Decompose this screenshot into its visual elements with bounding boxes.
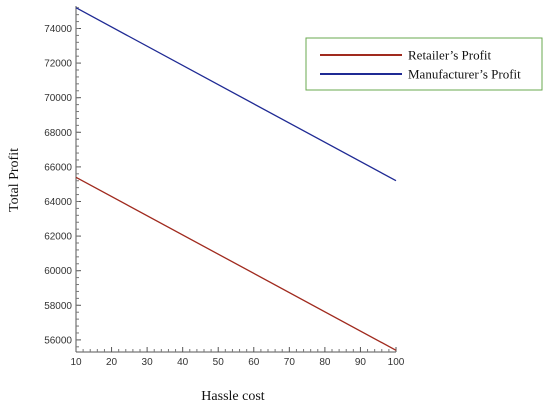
y-tick-label: 56000: [44, 335, 72, 346]
y-axis-title: Total Profit: [7, 148, 22, 212]
x-tick-label: 90: [355, 357, 367, 368]
y-tick-label: 72000: [44, 59, 72, 70]
y-tick-label: 74000: [44, 24, 72, 35]
x-axis-title: Hassle cost: [201, 389, 264, 404]
x-tick-label: 100: [388, 357, 405, 368]
y-tick-label: 66000: [44, 162, 72, 173]
series-line-0: [75, 176, 397, 351]
x-tick-label: 10: [70, 357, 82, 368]
ticks: 10 20 30 40 50 60 70 80 90 100 56000 58000 60000 6200…: [44, 7, 405, 368]
x-tick-label: 30: [142, 357, 154, 368]
x-tick-label: 20: [106, 357, 118, 368]
x-tick-label: 70: [284, 357, 296, 368]
legend: Retailer’s Profit Manufacturer’s Profit: [305, 37, 543, 91]
y-tick-label: 70000: [44, 93, 72, 104]
y-tick-label: 60000: [44, 266, 72, 277]
y-tick-label: 68000: [44, 128, 72, 139]
axes: [75, 6, 396, 353]
y-tick-label: 58000: [44, 301, 72, 312]
x-tick-label: 60: [248, 357, 260, 368]
y-tick-label: 64000: [44, 197, 72, 208]
y-tick-label: 62000: [44, 232, 72, 243]
legend-label-manufacturer-profit: Manufacturer’s Profit: [408, 67, 521, 82]
x-tick-label: 80: [319, 357, 331, 368]
legend-label-retailer-profit: Retailer’s Profit: [408, 48, 492, 63]
legend-box: [305, 37, 543, 91]
x-tick-label: 40: [177, 357, 189, 368]
series: [75, 7, 397, 351]
series-line-1: [75, 7, 397, 182]
x-tick-label: 50: [213, 357, 225, 368]
